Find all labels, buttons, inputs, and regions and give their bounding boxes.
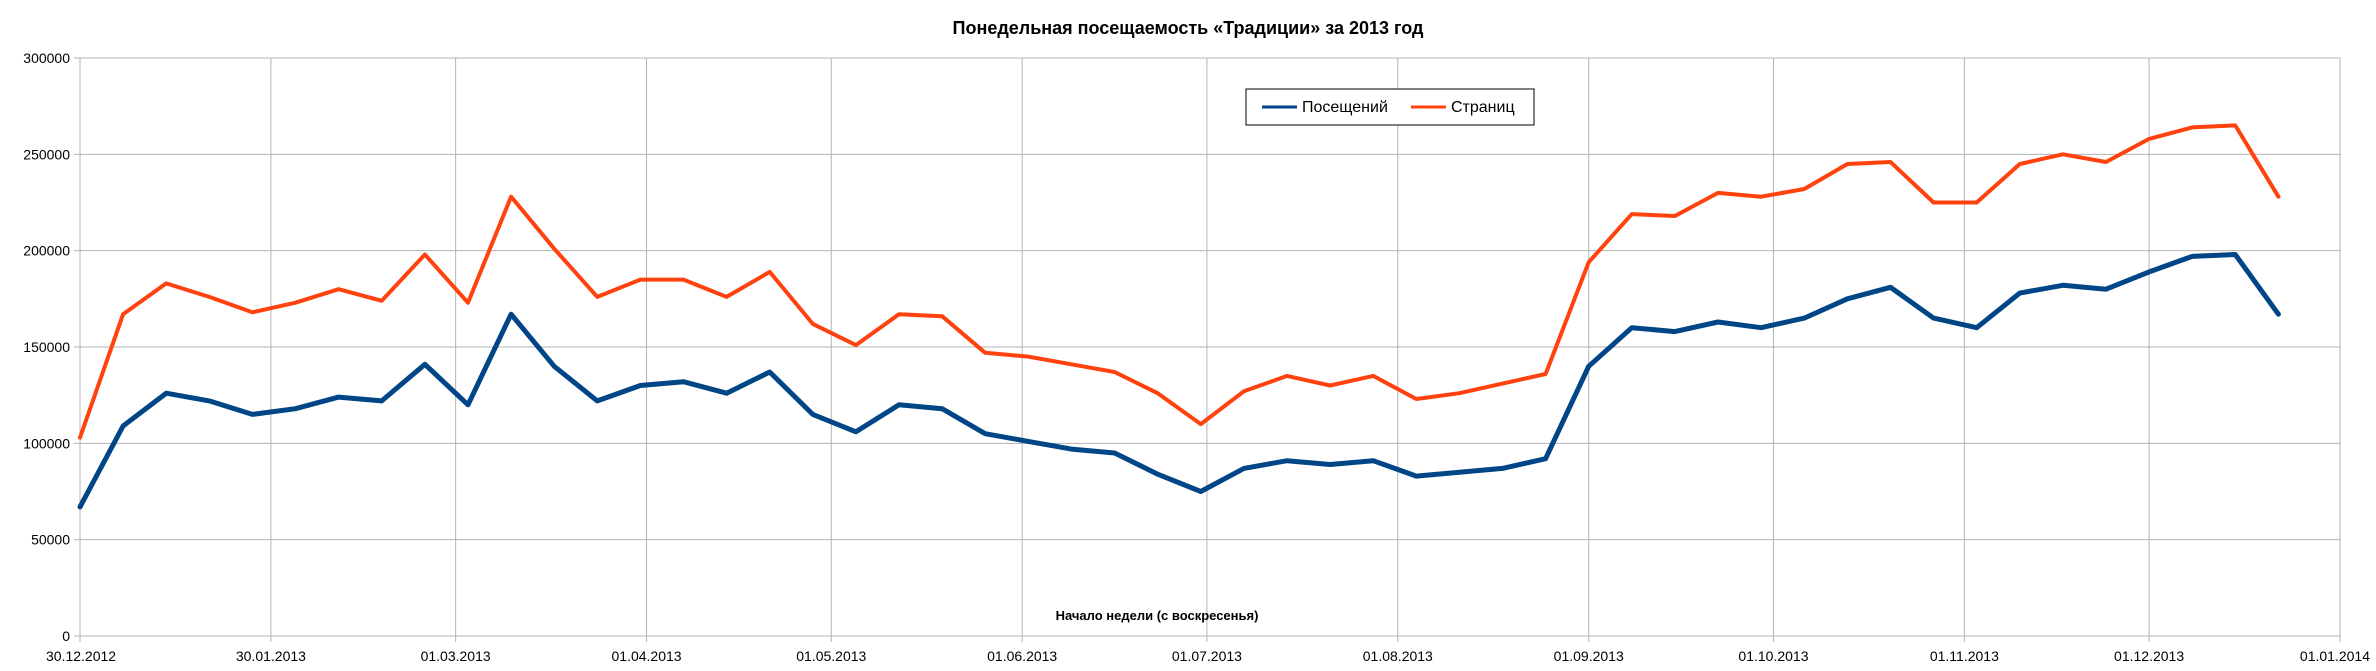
x-tick-label: 01.05.2013 — [796, 648, 866, 664]
x-axis-tick-labels: 30.12.2012 30.01.2013 01.03.2013 01.04.2013… — [46, 648, 2370, 664]
y-tick-label: 150000 — [23, 339, 70, 355]
x-tick-label: 01.04.2013 — [612, 648, 682, 664]
x-tick-label: 01.06.2013 — [987, 648, 1057, 664]
chart-title: Понедельная посещаемость «Традиции» за 2… — [953, 18, 1425, 38]
x-tick-label: 01.12.2013 — [2114, 648, 2184, 664]
x-tick-label: 01.08.2013 — [1363, 648, 1433, 664]
legend: Посещений Страниц — [1245, 88, 1535, 126]
x-tick-label: 01.11.2013 — [1930, 648, 1999, 664]
x-tick-label: 01.01.2014 — [2300, 648, 2370, 664]
legend-label-visits: Посещений — [1302, 99, 1388, 116]
y-tick-label: 100000 — [23, 435, 70, 451]
y-tick-label: 50000 — [31, 532, 70, 548]
y-axis-tick-labels: 0 50000 100000 150000 200000 250000 300000 — [23, 50, 70, 644]
grid — [79, 57, 2341, 637]
x-axis-label: Начало недели (с воскресенья) — [1056, 608, 1259, 623]
plot-area-frame — [79, 57, 2341, 637]
y-tick-label: 300000 — [23, 50, 70, 66]
series-lines — [77, 123, 2281, 510]
x-tick-label: 01.10.2013 — [1738, 648, 1808, 664]
x-tick-label: 01.09.2013 — [1554, 648, 1624, 664]
series-line-pages — [78, 123, 2281, 440]
series-line-visits — [77, 252, 2281, 510]
x-tick-label: 30.12.2012 — [46, 648, 116, 664]
y-tick-label: 0 — [62, 628, 70, 644]
x-tick-label: 01.03.2013 — [421, 648, 491, 664]
axes — [74, 57, 2341, 642]
y-tick-label: 250000 — [23, 146, 70, 162]
x-tick-label: 01.07.2013 — [1172, 648, 1242, 664]
x-tick-label: 30.01.2013 — [236, 648, 306, 664]
y-tick-label: 200000 — [23, 243, 70, 259]
legend-label-pages: Страниц — [1451, 99, 1515, 116]
